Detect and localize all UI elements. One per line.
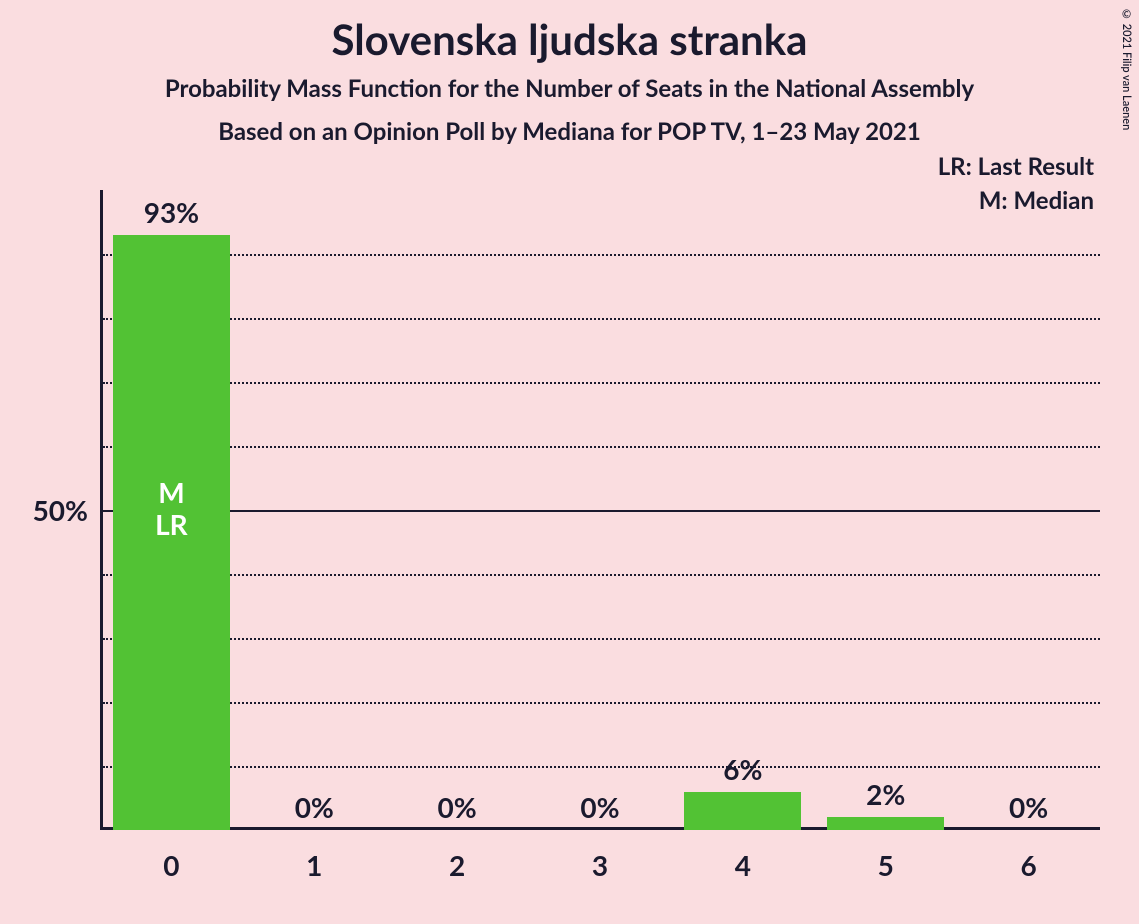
- grid-line: [103, 766, 1100, 768]
- bar: [827, 817, 944, 830]
- x-tick-label: 6: [1020, 848, 1036, 882]
- chart-area: 50%93%0MLR0%10%20%36%42%50%6LR: Last Res…: [100, 190, 1100, 830]
- bar: [684, 792, 801, 830]
- y-tick-label: 50%: [8, 493, 88, 527]
- x-axis: [100, 827, 1100, 830]
- x-tick-label: 4: [735, 848, 751, 882]
- bar-value-label: 2%: [866, 777, 905, 811]
- chart-subtitle-2: Based on an Opinion Poll by Mediana for …: [0, 117, 1139, 146]
- bar-value-label: 6%: [723, 752, 762, 786]
- grid-line: [103, 702, 1100, 704]
- copyright-text: © 2021 Filip van Laenen: [1120, 8, 1133, 130]
- x-tick-label: 2: [449, 848, 465, 882]
- bar-value-label: 0%: [580, 790, 619, 824]
- legend-m: M: Median: [979, 186, 1094, 215]
- bar-value-label: 0%: [1009, 790, 1048, 824]
- grid-line: [103, 574, 1100, 576]
- x-tick-label: 1: [306, 848, 322, 882]
- x-tick-label: 5: [878, 848, 894, 882]
- bar-value-label: 93%: [144, 195, 199, 229]
- grid-line: [103, 318, 1100, 320]
- legend-lr: LR: Last Result: [938, 152, 1094, 181]
- grid-line: [103, 254, 1100, 256]
- bar-value-label: 0%: [295, 790, 334, 824]
- chart-subtitle: Probability Mass Function for the Number…: [0, 74, 1139, 103]
- chart-title: Slovenska ljudska stranka: [0, 0, 1139, 64]
- grid-line: [103, 446, 1100, 448]
- x-tick-label: 3: [592, 848, 608, 882]
- grid-line-solid: [103, 510, 1100, 512]
- bar-value-label: 0%: [438, 790, 477, 824]
- grid-line: [103, 382, 1100, 384]
- grid-line: [103, 638, 1100, 640]
- in-bar-marker: MLR: [155, 476, 188, 540]
- x-tick-label: 0: [163, 848, 179, 882]
